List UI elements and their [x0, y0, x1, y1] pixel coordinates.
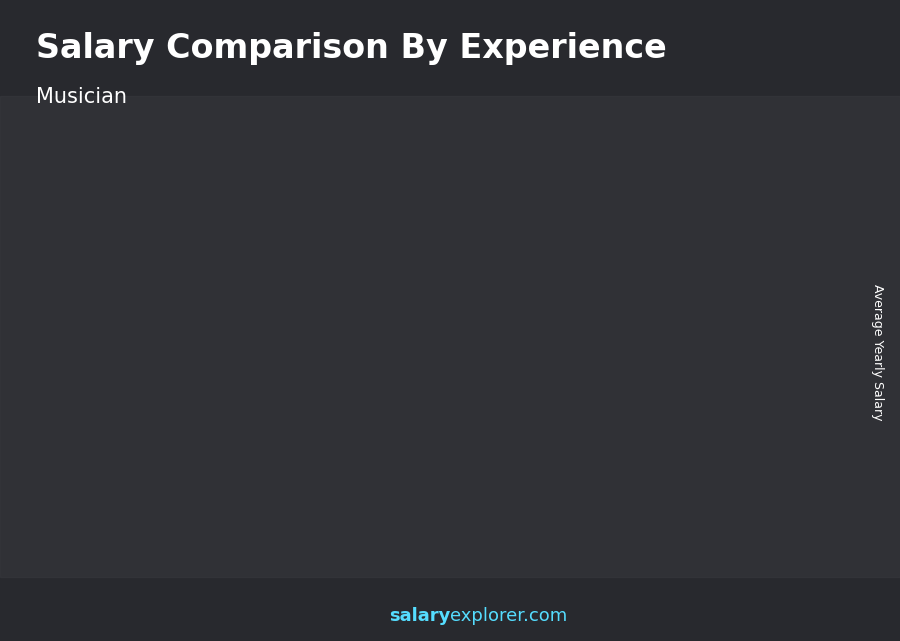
Bar — [73, 410, 127, 570]
Text: +6%: +6% — [673, 125, 733, 149]
Bar — [742, 189, 796, 203]
Bar — [340, 291, 394, 570]
Bar — [608, 213, 662, 570]
Bar — [340, 291, 394, 301]
Text: +10%: +10% — [531, 145, 608, 169]
Bar — [261, 374, 276, 570]
Bar — [752, 26, 778, 93]
Bar — [73, 410, 127, 415]
Bar — [608, 213, 662, 225]
Text: +17%: +17% — [397, 173, 473, 197]
Bar — [796, 189, 811, 570]
Text: salary: salary — [389, 607, 450, 625]
Bar — [394, 291, 410, 570]
Bar — [829, 26, 855, 93]
Bar — [662, 213, 678, 570]
Bar — [474, 244, 528, 256]
Text: Average Yearly Salary: Average Yearly Salary — [871, 285, 884, 420]
Bar — [778, 26, 829, 93]
Text: Musician: Musician — [36, 87, 127, 106]
Text: 97,600 CAD: 97,600 CAD — [454, 222, 542, 237]
Text: +42%: +42% — [263, 213, 339, 238]
Bar — [206, 374, 261, 380]
Text: 58,900 CAD: 58,900 CAD — [187, 351, 274, 366]
Bar — [206, 374, 261, 570]
Text: 107,000 CAD: 107,000 CAD — [588, 190, 684, 205]
Text: 114,000 CAD: 114,000 CAD — [722, 167, 818, 182]
Text: 83,500 CAD: 83,500 CAD — [320, 269, 408, 284]
Text: 48,000 CAD: 48,000 CAD — [53, 388, 140, 403]
Text: 🍁: 🍁 — [796, 49, 810, 69]
Bar — [528, 244, 544, 570]
Text: Salary Comparison By Experience: Salary Comparison By Experience — [36, 32, 667, 65]
Text: +23%: +23% — [130, 303, 206, 327]
Bar — [742, 189, 796, 570]
Text: explorer.com: explorer.com — [450, 607, 567, 625]
Bar — [474, 244, 528, 570]
Bar — [127, 410, 142, 570]
